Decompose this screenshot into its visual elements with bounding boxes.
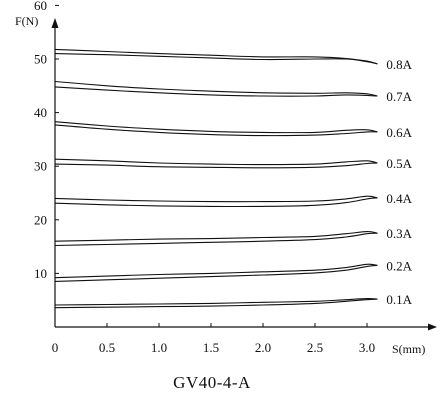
series-0.6A: 0.6A — [54, 121, 413, 140]
series-0.7A: 0.7A — [54, 80, 413, 104]
series-curve-lower — [54, 298, 378, 309]
x-tick-label: 3.0 — [359, 340, 375, 355]
series-label: 0.4A — [386, 191, 412, 206]
series-0.1A: 0.1A — [54, 292, 413, 309]
series-label: 0.5A — [386, 156, 412, 171]
series-curve-upper — [54, 48, 378, 65]
x-tick-label: 2.5 — [307, 340, 323, 355]
series-group: 0.8A 0.7A 0.6A 0.5A 0.4A 0.3A 0.2A 0.1A — [54, 48, 413, 309]
series-curve-lower — [54, 124, 378, 137]
series-label: 0.2A — [386, 258, 412, 273]
series-curve-lower — [54, 197, 378, 208]
x-axis-arrow — [428, 323, 437, 331]
series-curve-lower — [54, 53, 378, 65]
y-tick-label: 10 — [34, 266, 47, 281]
chart-caption: GV40-4-A — [173, 373, 251, 392]
series-curve-upper — [54, 231, 378, 242]
series-label: 0.7A — [386, 89, 412, 104]
y-tick-label: 40 — [34, 105, 47, 120]
y-tick-label: 30 — [34, 159, 47, 174]
series-0.2A: 0.2A — [54, 258, 413, 282]
series-0.3A: 0.3A — [54, 226, 413, 247]
series-0.4A: 0.4A — [54, 191, 413, 208]
x-tick-label: 2.0 — [255, 340, 271, 355]
y-tick-label: 20 — [34, 212, 47, 227]
series-curve-lower — [54, 232, 378, 247]
series-0.8A: 0.8A — [54, 48, 413, 72]
y-axis-arrow — [51, 18, 59, 28]
x-ticks: 0 0.5 1.0 1.5 2.0 2.5 3.0 — [52, 323, 375, 355]
series-curve-upper — [54, 298, 378, 306]
series-curve-upper — [54, 80, 378, 97]
series-label: 0.1A — [386, 292, 412, 307]
series-curve-upper — [54, 195, 378, 203]
series-label: 0.6A — [386, 125, 412, 140]
x-tick-label: 1.0 — [151, 340, 167, 355]
y-ticks: 10 20 30 40 50 60 — [34, 0, 59, 281]
x-axis-label: S(mm) — [392, 342, 425, 356]
y-axis-label: F(N) — [15, 14, 38, 28]
series-curve-upper — [54, 158, 378, 166]
series-curve-upper — [54, 263, 378, 279]
series-curve-upper — [54, 121, 378, 134]
series-curve-lower — [54, 162, 378, 169]
series-label: 0.3A — [386, 226, 412, 241]
x-tick-label: 0.5 — [99, 340, 115, 355]
series-label: 0.8A — [386, 57, 412, 72]
series-0.5A: 0.5A — [54, 156, 413, 171]
series-curve-lower — [54, 264, 378, 282]
y-tick-label: 60 — [34, 0, 47, 13]
series-curve-lower — [54, 86, 378, 97]
x-tick-label: 0 — [52, 340, 59, 355]
x-tick-label: 1.5 — [203, 340, 219, 355]
y-tick-label: 50 — [34, 52, 47, 67]
